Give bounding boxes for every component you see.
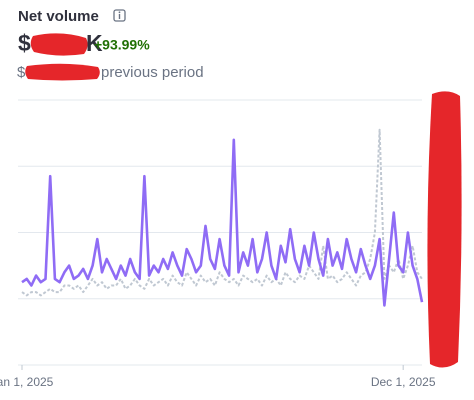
- series-line: [21, 128, 423, 297]
- title: Net volume: [18, 8, 99, 25]
- redaction: [30, 33, 88, 56]
- info-icon[interactable]: [113, 9, 126, 22]
- x-tick-label: Jan 1, 2025: [0, 375, 54, 389]
- redaction: [25, 63, 100, 81]
- currency: $: [18, 30, 31, 56]
- previous-label: previous period: [101, 64, 204, 81]
- x-tick-label: Dec 1, 2025: [371, 375, 436, 389]
- change: +93.99%: [94, 37, 150, 53]
- redaction: [427, 91, 462, 368]
- suffix: K: [86, 30, 103, 56]
- series-line: [21, 138, 424, 307]
- previous-currency: $: [17, 64, 26, 81]
